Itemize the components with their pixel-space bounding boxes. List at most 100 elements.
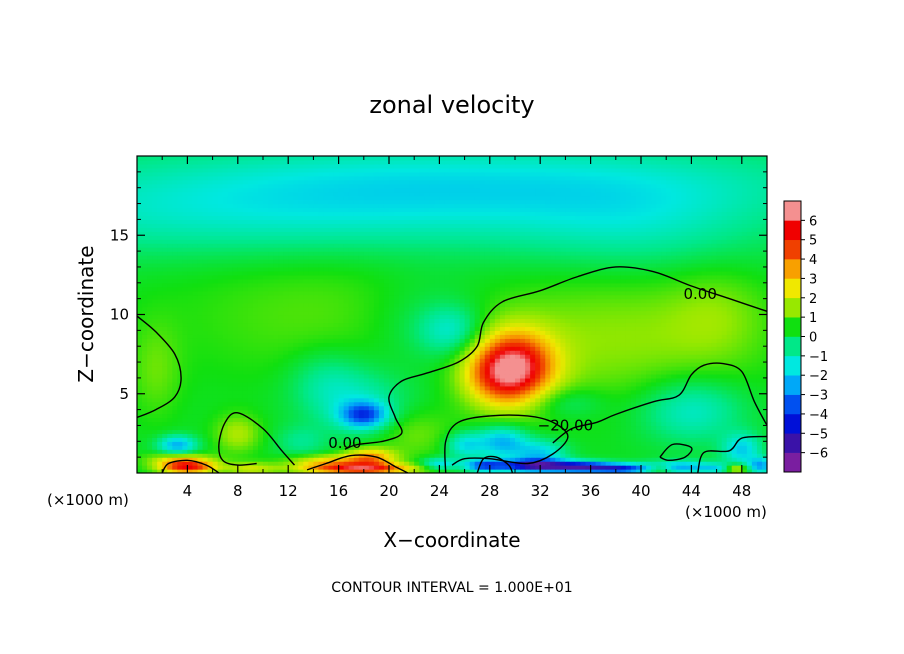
field-cell — [691, 469, 698, 473]
field-cell — [736, 413, 743, 419]
field-cell — [686, 437, 692, 442]
field-cell — [509, 322, 516, 327]
field-cell — [530, 362, 536, 367]
field-cell — [167, 326, 173, 331]
field-cell — [187, 397, 194, 403]
field-cell — [716, 457, 723, 462]
field-cell — [187, 469, 194, 473]
field-cell — [706, 457, 713, 462]
field-cell — [691, 445, 698, 450]
field-cell — [600, 445, 607, 450]
field-cell — [389, 469, 395, 473]
field-cell — [610, 433, 617, 438]
field-cell — [575, 318, 582, 324]
field-cell — [585, 393, 592, 399]
field-cell — [414, 334, 420, 339]
field-cell — [691, 397, 698, 403]
field-cell — [585, 346, 592, 351]
field-cell — [152, 373, 158, 379]
field-cell — [252, 469, 259, 473]
field-cell — [545, 393, 551, 399]
field-cell — [590, 342, 597, 347]
field-cell — [434, 433, 440, 438]
field-cell — [600, 449, 607, 454]
field-cell — [499, 469, 506, 473]
field-cell — [348, 429, 355, 434]
field-cell — [157, 461, 163, 466]
field-cell — [469, 389, 476, 395]
field-cell — [641, 405, 647, 411]
field-cell — [691, 330, 698, 335]
field-cell — [711, 346, 718, 351]
field-cell — [394, 433, 400, 438]
field-cell — [368, 441, 375, 446]
field-cell — [202, 326, 209, 331]
field-cell — [635, 429, 642, 434]
field-cell — [661, 429, 667, 434]
field-cell — [761, 433, 767, 438]
field-cell — [731, 441, 738, 446]
field-cell — [681, 461, 687, 466]
field-cell — [504, 334, 511, 339]
field-cell — [721, 465, 728, 470]
field-cell — [242, 346, 249, 351]
field-cell — [620, 429, 627, 434]
field-cell — [328, 441, 335, 446]
field-cell — [278, 413, 284, 419]
field-cell — [278, 449, 284, 454]
field-cell — [671, 366, 677, 371]
field-cell — [394, 334, 400, 339]
field-cell — [348, 437, 355, 442]
field-cell — [454, 318, 461, 324]
field-cell — [439, 358, 446, 363]
field-cell — [565, 453, 572, 458]
field-cell — [237, 338, 244, 343]
field-cell — [661, 346, 667, 351]
field-cell — [625, 393, 632, 399]
field-cell — [222, 393, 229, 399]
field-cell — [399, 373, 405, 379]
field-cell — [142, 393, 148, 399]
field-cell — [419, 346, 425, 351]
field-cell — [434, 362, 440, 367]
field-cell — [464, 393, 471, 399]
field-cell — [464, 405, 471, 411]
field-cell — [404, 334, 410, 339]
field-cell — [308, 338, 314, 343]
field-cell — [212, 461, 219, 466]
field-cell — [630, 401, 637, 407]
field-cell — [671, 373, 677, 379]
field-cell — [479, 453, 486, 458]
field-cell — [167, 425, 173, 431]
field-cell — [399, 369, 405, 375]
field-cell — [227, 366, 234, 371]
field-cell — [268, 322, 274, 327]
field-cell — [192, 373, 199, 379]
field-cell — [147, 322, 153, 327]
field-cell — [318, 441, 325, 446]
field-cell — [333, 322, 340, 327]
field-cell — [575, 366, 582, 371]
field-cell — [661, 338, 667, 343]
field-cell — [232, 393, 239, 399]
field-cell — [565, 445, 572, 450]
field-cell — [242, 469, 249, 473]
field-cell — [449, 393, 456, 399]
field-cell — [535, 358, 541, 363]
field-cell — [328, 453, 335, 458]
field-cell — [666, 314, 672, 320]
field-cell — [313, 314, 320, 320]
field-cell — [293, 449, 299, 454]
field-cell — [283, 381, 289, 387]
field-cell — [227, 369, 234, 375]
field-cell — [736, 366, 743, 371]
field-cell — [620, 413, 627, 419]
field-cell — [273, 417, 279, 423]
field-cell — [363, 330, 370, 335]
field-cell — [303, 397, 309, 403]
field-cell — [227, 401, 234, 407]
field-cell — [560, 322, 566, 327]
field-cell — [439, 417, 446, 423]
field-cell — [686, 413, 692, 419]
field-cell — [419, 322, 425, 327]
